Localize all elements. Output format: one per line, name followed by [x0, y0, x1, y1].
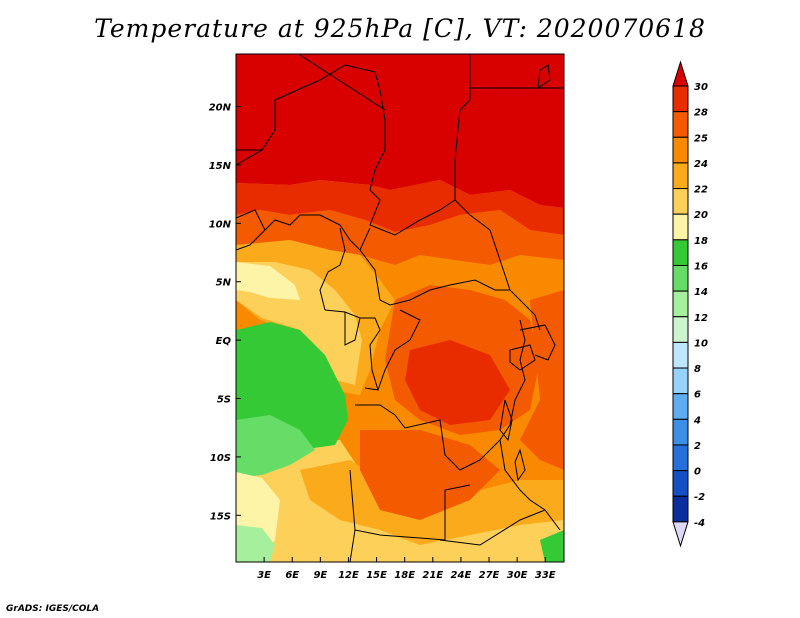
lat-tick-label: EQ: [216, 336, 232, 347]
colorbar-label: 20: [694, 210, 708, 221]
colorbar-label: -2: [694, 492, 705, 503]
colorbar-box: [672, 367, 689, 395]
lon-tick-label: 15E: [366, 570, 387, 581]
lat-tick-label: 20N: [209, 103, 232, 114]
colorbar-label: 0: [694, 467, 701, 478]
colorbar-box: [672, 136, 689, 164]
lat-tick-label: 5S: [217, 395, 231, 406]
field-hot-north: [236, 54, 564, 208]
colorbar-box: [672, 111, 689, 138]
lat-tick-label: 15S: [210, 511, 231, 522]
lon-tick-label: 21E: [422, 570, 443, 581]
lakes: [499, 64, 551, 482]
colorbar-label: 6: [694, 390, 701, 401]
map-frame: [235, 53, 565, 563]
colorbar-label: 25: [694, 133, 708, 144]
lat-tick-label: 10S: [210, 453, 231, 464]
colorbar-box: [672, 290, 689, 318]
colorbar-label: 30: [694, 82, 708, 93]
field-southwest-12: [236, 525, 275, 562]
colorbar-box: [672, 495, 689, 523]
colorbar-bottom-arrow: [672, 521, 689, 548]
colorbar-label: 28: [694, 108, 708, 119]
colorbar-label: 22: [694, 185, 708, 196]
lat-tick-label: 15N: [209, 161, 232, 172]
colorbar-top-arrow: [672, 60, 689, 87]
colorbar-label: 4: [693, 415, 701, 426]
field-ocean-14: [236, 415, 315, 478]
colorbar-label: 12: [694, 313, 708, 324]
colorbar-box: [672, 393, 689, 420]
longitude-ticks: 3E 6E 9E 12E 15E 18E 21E 24E 27E 30E 33E: [257, 557, 556, 581]
colorbar-label: 14: [694, 287, 708, 298]
map-title: Temperature at 925hPa [C], VT: 202007061…: [94, 14, 706, 43]
colorbar-box: [672, 213, 689, 241]
lon-tick-label: 12E: [338, 570, 359, 581]
lon-tick-label: 30E: [507, 570, 528, 581]
latitude-ticks: 20N 15N 10N 5N EQ 5S 10S 15S: [209, 103, 241, 522]
field-core-28: [405, 340, 510, 425]
colorbar-label: 18: [694, 236, 708, 247]
colorbar-box: [672, 239, 689, 266]
field-east-25: [520, 290, 564, 470]
lat-tick-label: 5N: [216, 278, 232, 289]
field-southeast-16: [540, 530, 564, 562]
colorbar-box: [672, 316, 689, 343]
colorbar-label: 10: [694, 338, 708, 349]
colorbar-label: 24: [694, 159, 708, 170]
lon-tick-label: 33E: [535, 570, 556, 581]
colorbar-label: 8: [694, 364, 701, 375]
colorbar-box: [672, 341, 689, 369]
colorbar-box: [672, 162, 689, 190]
colorbar-box: [672, 85, 689, 113]
colorbar-box: [672, 418, 689, 446]
field-south-25: [360, 430, 500, 520]
colorbar-label: 16: [694, 261, 708, 272]
country-borders: [235, 54, 564, 563]
colorbar-box: [672, 264, 689, 292]
colorbar-label: -4: [694, 518, 705, 529]
lon-tick-label: 27E: [479, 570, 500, 581]
colorbar-label: 2: [694, 441, 701, 452]
map-field: [236, 54, 564, 562]
lon-tick-label: 6E: [285, 570, 299, 581]
colorbar-box: [672, 444, 689, 472]
field-band-28: [236, 180, 564, 235]
colorbar-box: [672, 188, 689, 215]
lon-tick-label: 9E: [313, 570, 327, 581]
colorbar-box: [672, 470, 689, 497]
lat-tick-label: 10N: [209, 219, 232, 230]
grads-credit: GrADS: IGES/COLA: [6, 604, 100, 614]
lon-tick-label: 3E: [257, 570, 271, 581]
lon-tick-label: 24E: [451, 570, 472, 581]
field-band-18: [236, 262, 300, 300]
lon-tick-label: 18E: [394, 570, 415, 581]
